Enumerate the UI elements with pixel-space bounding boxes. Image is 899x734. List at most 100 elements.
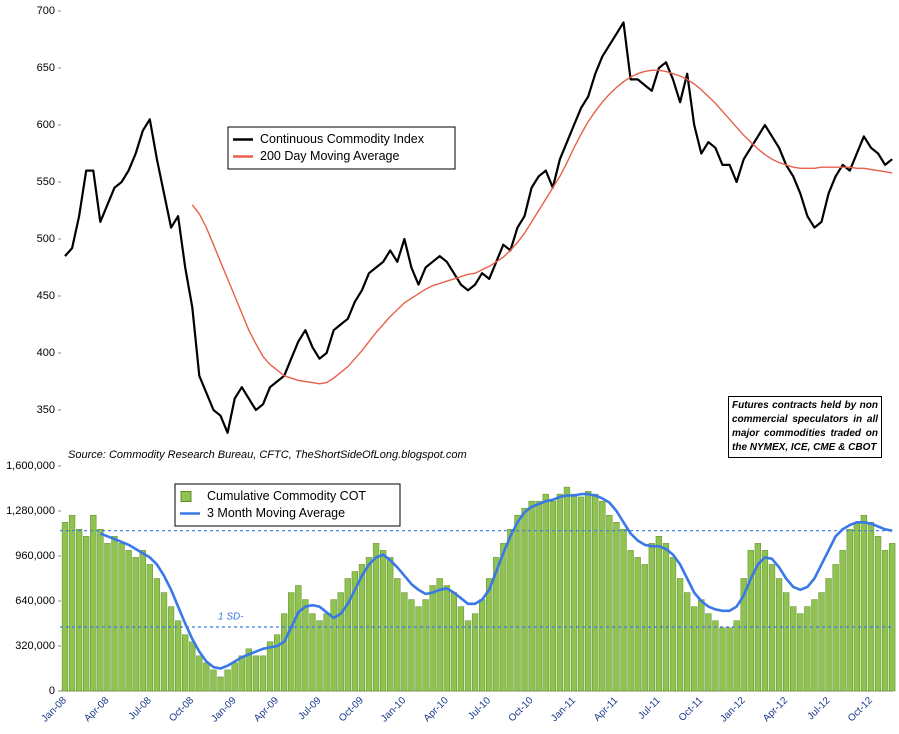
y-tick-label: 500 [37,233,55,245]
x-tick-label: Apr-08 [82,695,111,724]
bar [436,578,443,692]
bar [641,564,648,692]
bar [500,543,507,692]
x-tick-label: Oct-12 [846,695,875,724]
bar [323,613,330,692]
bar [648,543,655,692]
bar [585,491,592,692]
bar [676,578,684,692]
bar [401,592,408,692]
source: Source: Commodity Research Bureau, CFTC,… [68,449,467,461]
bar [68,514,76,692]
x-tick-label: Jul-09 [296,695,323,722]
y-tick-label: 640,000 [15,595,55,607]
bar [804,606,811,692]
bar [846,529,853,692]
bar [273,634,281,692]
bar [634,557,641,692]
x-tick-label: Oct-09 [337,695,366,724]
bar [365,557,373,692]
bar [775,578,783,692]
bar [358,564,366,692]
bar [768,564,776,692]
bar [874,536,882,692]
bar [507,529,514,692]
bar [259,655,267,692]
x-tick-label: Oct-11 [677,695,706,724]
bar [97,529,104,692]
bar [217,676,224,692]
bar [549,500,556,692]
bar [719,627,726,692]
bar [747,550,754,692]
y-tick-label: 320,000 [15,640,55,652]
bar [542,493,549,692]
y-tick-label: 700 [37,5,55,17]
bar [309,613,316,692]
note: Futures contracts held by non commercial… [728,396,882,458]
bar [203,662,210,692]
legend-swatch [180,491,192,502]
bar [443,585,450,692]
x-tick-label: Apr-11 [592,695,621,724]
bar [726,627,733,692]
bar [153,578,161,692]
bar [698,599,705,692]
bar [252,655,260,692]
x-tick-label: Oct-10 [507,695,536,724]
x-tick-label: Jan-08 [40,695,70,725]
bar [818,592,825,692]
bar [811,599,818,692]
bar [75,529,83,692]
y-tick-label: 550 [37,176,55,188]
bar [782,592,790,692]
bar [712,620,719,692]
bar [210,669,217,692]
bar [295,585,302,692]
bar [740,578,747,692]
y-tick-label: 600 [37,119,55,131]
bar [245,648,252,692]
x-tick-label: Jan-09 [209,695,239,725]
bar [281,613,288,692]
x-tick-label: Jan-10 [379,695,409,725]
bar [853,522,860,692]
line-series [99,492,893,670]
bar [563,486,571,692]
bar [528,500,535,692]
bar [514,514,521,692]
bar [535,500,542,692]
bar [889,543,896,692]
line-series [64,21,893,434]
y-tick-label: 960,000 [15,550,55,562]
bar [316,620,323,692]
bar [521,507,528,692]
bar [790,606,797,692]
bar [174,620,182,692]
bar [344,578,351,692]
bar [457,606,465,692]
bar [111,536,118,692]
bar [104,543,111,692]
bar [83,536,90,692]
bar [669,557,677,692]
y-tick-label: 650 [37,62,55,74]
bar [627,550,634,692]
bar [662,543,670,692]
y-tick-label: 0 [49,685,55,697]
x-tick-label: Jul-11 [636,695,663,722]
bar [478,599,486,692]
bar [139,550,146,692]
y-tick-label: 400 [37,347,55,359]
bar [394,578,401,692]
bar [167,606,175,692]
bar [613,522,620,692]
y-tick-label: 1,600,000 [6,460,55,472]
bar [860,514,868,692]
bar [761,550,769,692]
bar [797,613,804,692]
bar [486,578,493,692]
bar [655,536,663,692]
legend-label: Continuous Commodity Index [260,132,425,146]
